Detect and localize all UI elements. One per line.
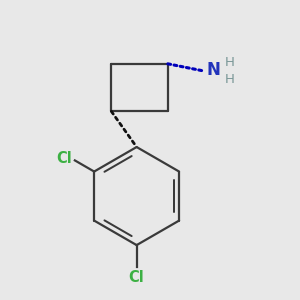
Text: N: N [206, 61, 220, 79]
Text: Cl: Cl [56, 152, 72, 166]
Text: Cl: Cl [129, 270, 145, 285]
Text: H: H [224, 73, 234, 86]
Text: H: H [224, 56, 234, 69]
